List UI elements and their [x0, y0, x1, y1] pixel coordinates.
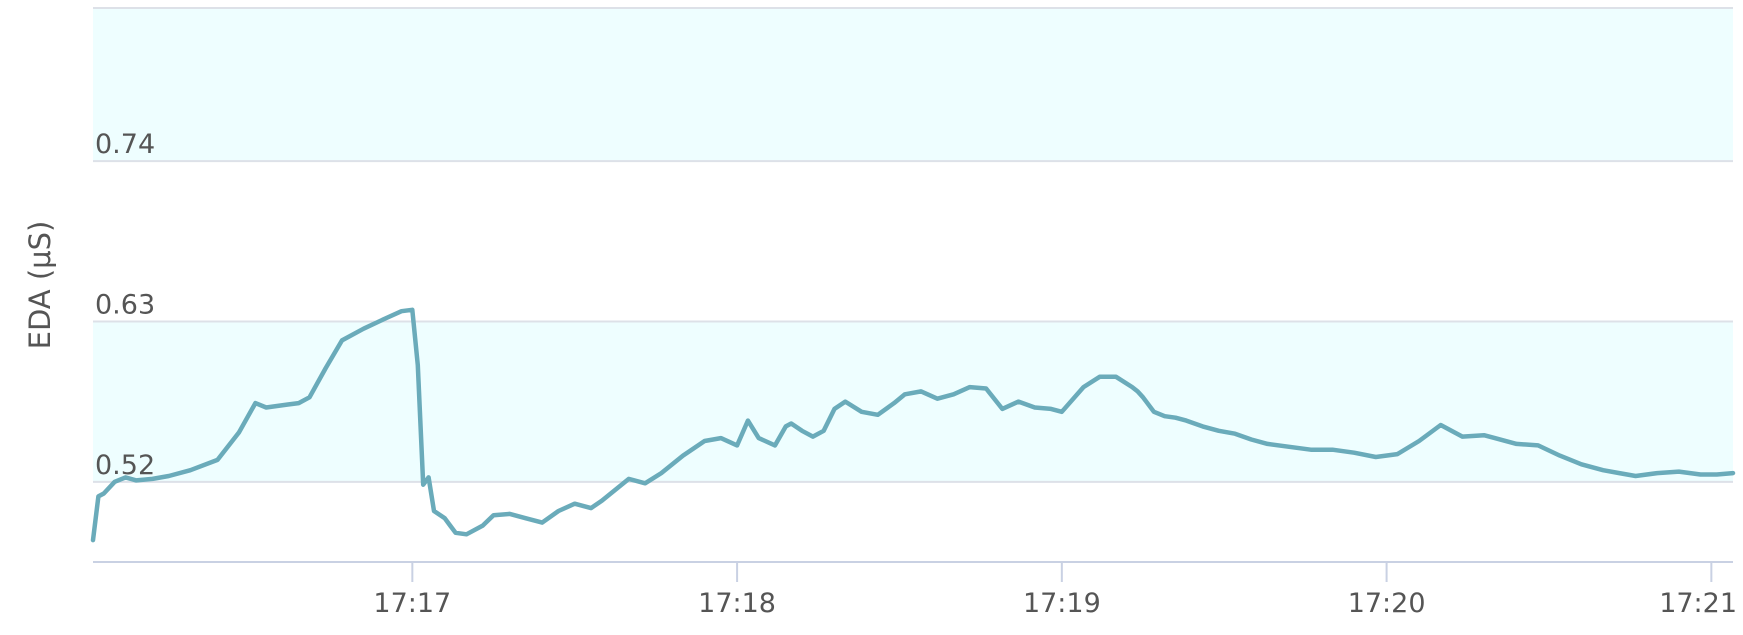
plot-band-1	[93, 8, 1733, 162]
y-tick-label: 0.63	[95, 289, 155, 320]
x-tick-label: 17:20	[1348, 588, 1426, 619]
x-tick-label: 17:19	[1023, 588, 1101, 619]
plot-band-0	[93, 321, 1733, 482]
x-tick-label: 17:17	[373, 588, 451, 619]
series-line	[90, 307, 1736, 543]
plot-bands	[93, 8, 1733, 482]
x-tick-label: 17:21	[1659, 588, 1737, 619]
y-tick-label: 0.74	[95, 129, 155, 160]
y-axis-label: EDA (μS)	[23, 221, 57, 350]
x-tick-label: 17:18	[698, 588, 776, 619]
x-axis-ticks: 17:17 17:18 17:19 17:20 17:21	[373, 562, 1737, 619]
gridlines	[93, 7, 1733, 483]
